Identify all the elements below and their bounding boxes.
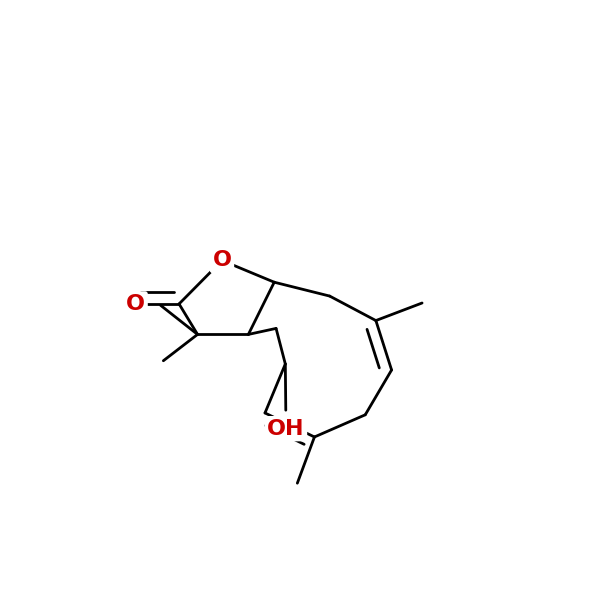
Text: OH: OH xyxy=(267,419,305,439)
Text: O: O xyxy=(126,294,145,314)
Text: O: O xyxy=(212,250,232,271)
